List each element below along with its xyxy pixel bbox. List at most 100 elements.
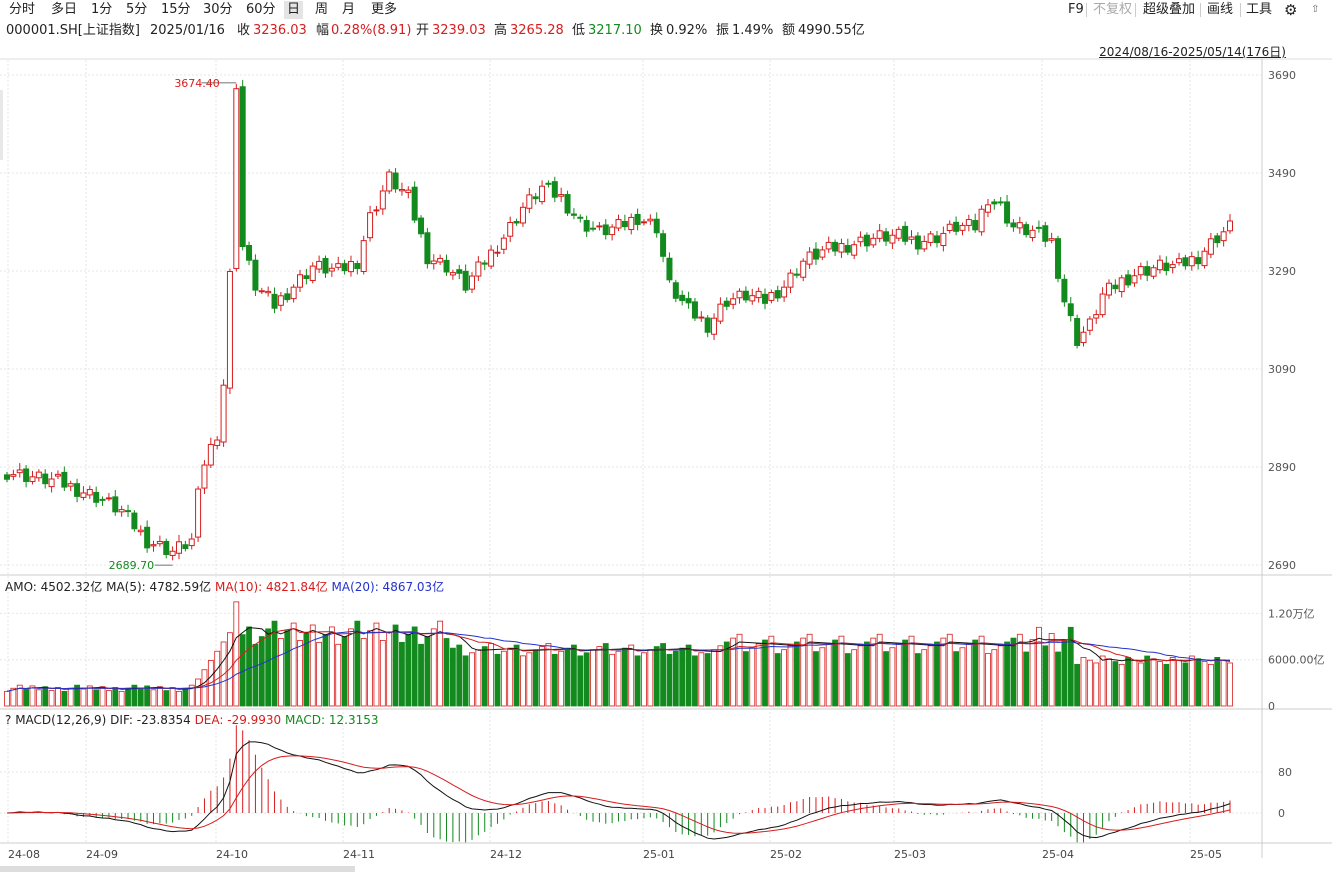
candle-body bbox=[570, 213, 577, 216]
amount-label: 额 bbox=[782, 23, 796, 38]
candle-body bbox=[812, 248, 819, 260]
candle-body bbox=[1169, 264, 1176, 269]
candle-body bbox=[418, 217, 425, 235]
candle-body bbox=[1080, 331, 1087, 344]
volume-bar bbox=[500, 650, 507, 707]
volume-bar bbox=[1118, 663, 1125, 707]
candle-body bbox=[819, 249, 826, 258]
tab-2[interactable]: 1分 bbox=[91, 2, 113, 17]
candle-body bbox=[997, 201, 1004, 204]
volume-bar bbox=[201, 669, 208, 707]
export-icon[interactable]: ⇧ bbox=[1311, 4, 1320, 15]
tab-0[interactable]: 分时 bbox=[9, 2, 36, 17]
tab-1[interactable]: 多日 bbox=[51, 2, 78, 17]
volume-bar bbox=[1201, 661, 1208, 707]
quote-date: 2025/01/16 bbox=[150, 23, 225, 38]
volume-bar bbox=[456, 644, 463, 707]
candle-body bbox=[940, 232, 947, 247]
volume-bar bbox=[1099, 655, 1106, 707]
tab-9[interactable]: 月 bbox=[342, 2, 356, 17]
candle-body bbox=[787, 272, 794, 288]
candle-body bbox=[488, 249, 495, 267]
volume-bar bbox=[23, 688, 30, 707]
candle-body bbox=[851, 244, 858, 256]
toolbar-item-4[interactable]: 工具 bbox=[1246, 2, 1273, 17]
candle-body bbox=[1048, 238, 1055, 241]
amplitude-label: 振 bbox=[716, 23, 730, 38]
volume-bar bbox=[615, 650, 622, 707]
candle-body bbox=[16, 469, 23, 474]
volume-bar bbox=[762, 639, 768, 707]
candle-body bbox=[838, 243, 845, 253]
volume-bar bbox=[1227, 662, 1233, 707]
candle-body bbox=[74, 483, 81, 497]
volume-bar bbox=[55, 687, 61, 707]
candle-body bbox=[61, 471, 68, 488]
toolbar-item-2[interactable]: 超级叠加 bbox=[1143, 2, 1196, 17]
toolbar-item-0[interactable]: F9 bbox=[1068, 2, 1084, 17]
candle-body bbox=[1118, 277, 1125, 293]
candle-body bbox=[704, 317, 711, 333]
candle-body bbox=[1188, 256, 1195, 267]
amount-value: 4990.55亿 bbox=[798, 23, 865, 38]
candle-body bbox=[277, 295, 284, 306]
volume-bar bbox=[660, 643, 666, 707]
tab-5[interactable]: 30分 bbox=[203, 2, 233, 17]
candle-body bbox=[437, 257, 444, 263]
volume-bar bbox=[1080, 657, 1087, 707]
volume-bar bbox=[628, 644, 635, 707]
x-tick-label: 25-04 bbox=[1042, 848, 1074, 861]
volume-bar bbox=[914, 653, 921, 707]
volume-bar bbox=[1131, 659, 1138, 707]
candle-body bbox=[303, 275, 310, 280]
help-icon[interactable]: ? bbox=[5, 713, 12, 727]
tab-4[interactable]: 15分 bbox=[161, 2, 191, 17]
date-range-selector[interactable]: 2024/08/16-2025/05/14(176日) bbox=[1099, 45, 1286, 59]
candle-body bbox=[628, 216, 635, 231]
toolbar-item-1[interactable]: 不复权 bbox=[1093, 2, 1133, 17]
volume-bar bbox=[1176, 659, 1182, 707]
tab-6[interactable]: 60分 bbox=[246, 2, 276, 17]
settings-gear-icon[interactable]: ⚙ bbox=[1284, 1, 1298, 19]
tab-7[interactable]: 日 bbox=[284, 1, 304, 19]
volume-bar bbox=[1182, 662, 1189, 707]
tab-10[interactable]: 更多 bbox=[371, 2, 398, 17]
volume-bar bbox=[571, 644, 577, 707]
candle-body bbox=[322, 258, 329, 274]
candle-body bbox=[207, 443, 214, 466]
volume-bar bbox=[137, 688, 144, 707]
volume-bar bbox=[532, 649, 539, 707]
toolbar-item-3[interactable]: 画线 bbox=[1207, 2, 1234, 17]
volume-bar bbox=[61, 690, 68, 707]
volume-bar bbox=[392, 624, 399, 707]
volume-bar bbox=[972, 639, 979, 707]
volume-bar bbox=[609, 653, 616, 707]
volume-bar bbox=[48, 690, 55, 707]
volume-bar bbox=[1137, 662, 1144, 707]
candle-body bbox=[1137, 266, 1144, 276]
candle-body bbox=[551, 181, 558, 198]
volume-bar bbox=[86, 685, 93, 707]
candle-body bbox=[405, 189, 412, 193]
candle-body bbox=[188, 538, 195, 547]
x-tick-label: 25-01 bbox=[643, 848, 675, 861]
volume-bar bbox=[163, 690, 170, 707]
volume-bar bbox=[596, 646, 603, 707]
candle-body bbox=[615, 219, 622, 229]
volume-bar bbox=[233, 601, 240, 707]
volume-bar bbox=[405, 634, 412, 707]
candle-body bbox=[443, 259, 450, 273]
candle-body bbox=[4, 474, 10, 480]
candle-body bbox=[290, 286, 297, 300]
volume-bar bbox=[736, 633, 743, 707]
candle-body bbox=[48, 478, 55, 488]
x-tick-label: 24-12 bbox=[490, 848, 522, 861]
tab-3[interactable]: 5分 bbox=[126, 2, 148, 17]
volume-bar bbox=[921, 649, 928, 707]
volume-bar bbox=[297, 640, 303, 707]
volume-bar bbox=[908, 635, 915, 707]
volume-bar bbox=[418, 643, 424, 707]
candle-body bbox=[914, 235, 921, 250]
tab-8[interactable]: 周 bbox=[315, 2, 329, 17]
